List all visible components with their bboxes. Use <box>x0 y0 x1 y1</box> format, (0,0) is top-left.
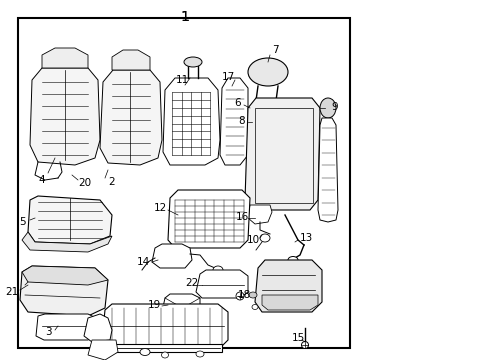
Text: 7: 7 <box>271 45 278 55</box>
Ellipse shape <box>247 58 287 86</box>
Ellipse shape <box>287 256 297 264</box>
Polygon shape <box>163 78 220 165</box>
Text: 5: 5 <box>19 217 25 227</box>
Text: 3: 3 <box>44 327 51 337</box>
Text: 16: 16 <box>235 212 248 222</box>
Bar <box>18 18 349 348</box>
Polygon shape <box>262 295 317 310</box>
Polygon shape <box>168 190 249 248</box>
Text: 10: 10 <box>246 235 259 245</box>
Ellipse shape <box>213 266 223 274</box>
Polygon shape <box>220 78 247 165</box>
Polygon shape <box>28 196 112 244</box>
Text: 6: 6 <box>234 98 241 108</box>
Polygon shape <box>196 270 247 298</box>
Ellipse shape <box>251 305 258 310</box>
Polygon shape <box>84 314 112 342</box>
Polygon shape <box>20 266 108 316</box>
Polygon shape <box>36 314 96 340</box>
Text: 17: 17 <box>221 72 234 82</box>
Text: 4: 4 <box>39 175 45 185</box>
Polygon shape <box>317 118 337 222</box>
Text: 11: 11 <box>175 75 188 85</box>
Polygon shape <box>112 50 150 70</box>
Bar <box>254 108 312 203</box>
Text: 13: 13 <box>299 233 312 243</box>
Text: 12: 12 <box>153 203 166 213</box>
Polygon shape <box>247 205 271 224</box>
Text: 19: 19 <box>147 300 160 310</box>
Text: 2: 2 <box>108 177 115 187</box>
Ellipse shape <box>301 342 308 348</box>
Ellipse shape <box>140 348 150 356</box>
Ellipse shape <box>260 234 269 242</box>
Polygon shape <box>22 232 112 252</box>
Polygon shape <box>42 48 88 68</box>
Text: 1: 1 <box>180 10 189 24</box>
Polygon shape <box>162 294 200 318</box>
Text: 9: 9 <box>331 102 338 112</box>
Ellipse shape <box>248 292 257 298</box>
Ellipse shape <box>319 98 335 118</box>
Text: 21: 21 <box>5 287 19 297</box>
Polygon shape <box>244 98 319 210</box>
Polygon shape <box>100 70 162 165</box>
Ellipse shape <box>247 119 256 125</box>
Polygon shape <box>102 304 227 348</box>
Text: 15: 15 <box>291 333 304 343</box>
Bar <box>110 344 222 352</box>
Ellipse shape <box>196 351 203 357</box>
Ellipse shape <box>161 352 168 358</box>
Bar <box>170 318 195 326</box>
Text: 1: 1 <box>180 10 189 24</box>
Text: 14: 14 <box>136 257 149 267</box>
Text: 8: 8 <box>238 116 245 126</box>
Text: 22: 22 <box>185 278 198 288</box>
Text: 20: 20 <box>78 178 91 188</box>
Ellipse shape <box>236 292 244 300</box>
Polygon shape <box>88 340 118 360</box>
Polygon shape <box>30 68 100 165</box>
Polygon shape <box>152 244 192 268</box>
Polygon shape <box>254 260 321 312</box>
Ellipse shape <box>183 57 202 67</box>
Polygon shape <box>22 266 108 285</box>
Text: 18: 18 <box>237 290 250 300</box>
